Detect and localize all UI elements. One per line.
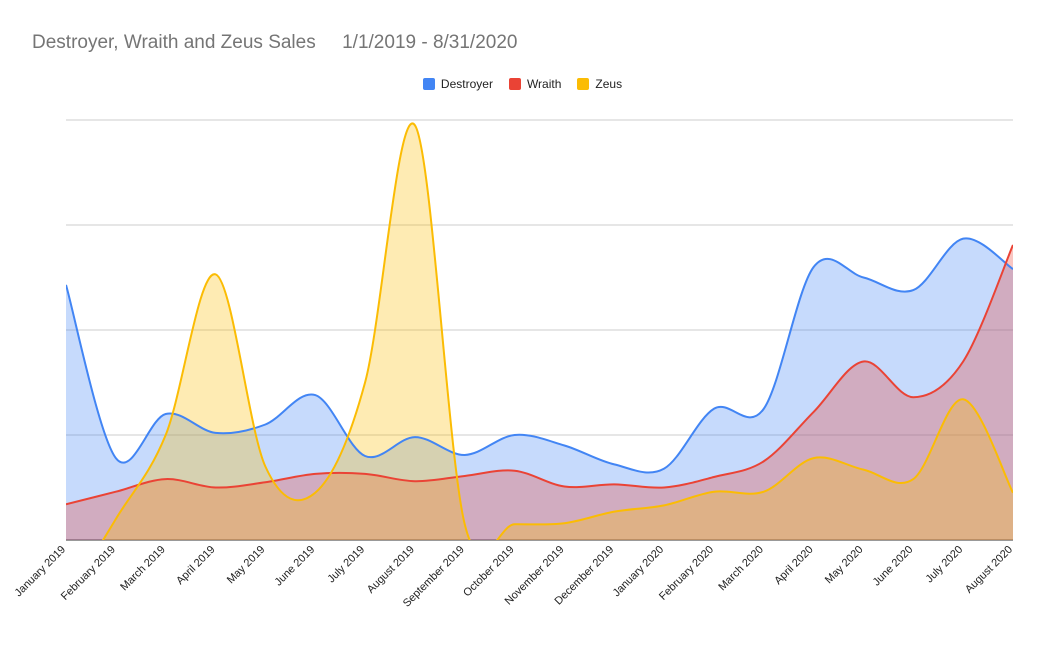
line-wraith[interactable] [66, 244, 1013, 506]
legend-label-destroyer: Destroyer [440, 77, 493, 91]
series-areas [66, 123, 1013, 540]
x-tick-label: April 2019 [174, 544, 218, 588]
chart-title: Destroyer, Wraith and Zeus Sales 1/1/201… [32, 32, 518, 53]
legend-label-wraith: Wraith [526, 77, 562, 91]
x-tick-label: March 2020 [716, 544, 766, 594]
x-tick-label: February 2020 [657, 544, 716, 603]
x-tick-label: May 2019 [225, 544, 268, 587]
legend-swatch-destroyer [422, 78, 435, 90]
legend-swatch-wraith [508, 78, 521, 90]
x-tick-label: May 2020 [823, 544, 866, 587]
x-tick-label: March 2019 [118, 544, 168, 594]
x-tick-label: January 2019 [12, 544, 68, 600]
x-tick-label: July 2020 [923, 544, 965, 586]
line-destroyer[interactable] [66, 237, 1013, 474]
area-wraith [66, 244, 1013, 540]
area-zeus [66, 123, 1013, 540]
x-tick-label: August 2019 [365, 544, 417, 596]
x-tick-label: January 2020 [611, 544, 667, 600]
series-lines [66, 122, 1013, 600]
x-tick-label: October 2019 [461, 544, 517, 600]
area-destroyer [66, 238, 1013, 540]
x-tick-label: February 2019 [59, 544, 118, 603]
gridlines [66, 119, 1013, 541]
x-tick-label: April 2020 [772, 544, 816, 588]
legend-swatch-zeus [577, 78, 590, 90]
legend-item-destroyer[interactable]: Destroyer [422, 77, 493, 91]
line-zeus[interactable] [66, 122, 1013, 600]
legend: Destroyer Wraith Zeus [0, 77, 1045, 91]
x-tick-label: August 2020 [963, 544, 1015, 596]
legend-item-zeus[interactable]: Zeus [577, 77, 622, 91]
legend-item-wraith[interactable]: Wraith [508, 77, 562, 91]
x-tick-label: July 2019 [325, 544, 367, 586]
legend-label-zeus: Zeus [595, 77, 623, 91]
x-tick-label: June 2019 [273, 544, 318, 589]
x-tick-label: June 2020 [871, 544, 916, 589]
